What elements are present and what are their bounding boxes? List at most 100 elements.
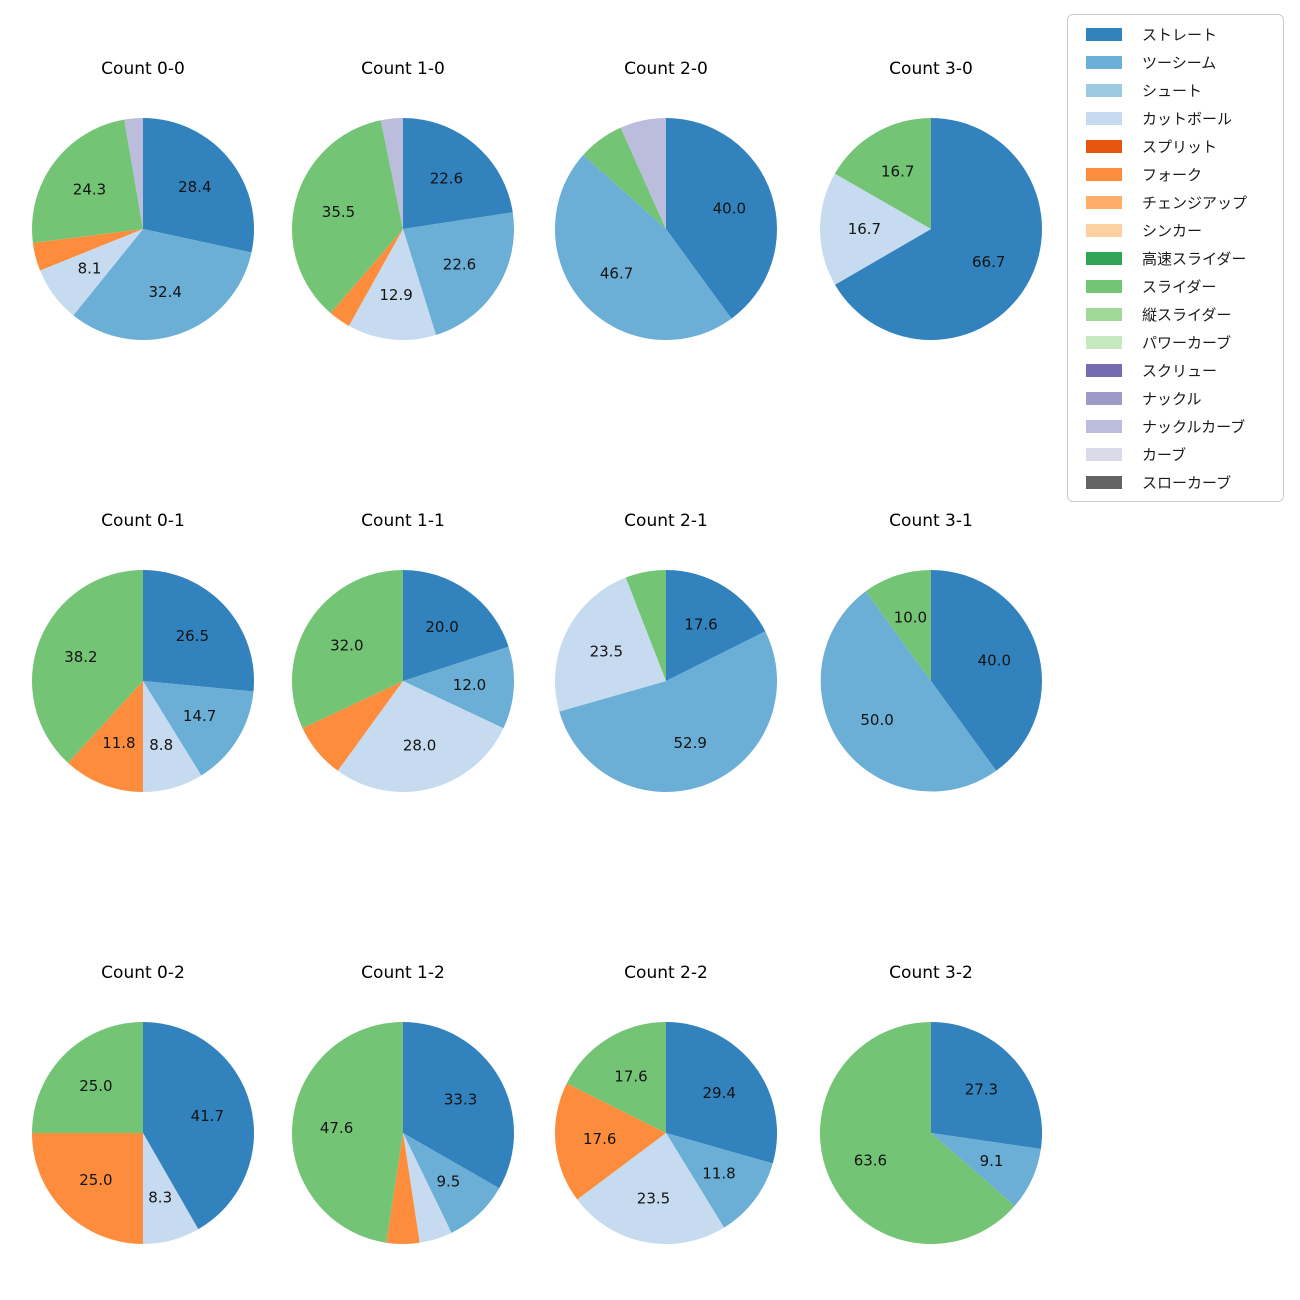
legend-swatch-ツーシーム — [1086, 55, 1122, 69]
pie-chart-count-2-1: 17.6 52.9 23.5 — [554, 570, 777, 792]
pie-slice-フォーク — [302, 681, 403, 771]
pie-slice-スライダー — [566, 1022, 666, 1133]
legend-label: ストレート — [1142, 25, 1218, 44]
slice-pct-label: 38.2 — [64, 648, 97, 666]
chart-title: Count 2-1 — [624, 511, 708, 531]
slice-pct-label: 26.5 — [176, 627, 209, 645]
legend-swatch-スローカーブ — [1086, 475, 1122, 489]
legend-label: チェンジアップ — [1142, 193, 1248, 212]
pie-slice-ストレート — [931, 1022, 1042, 1149]
pie-slice-スライダー — [583, 127, 666, 229]
slice-pct-label: 12.9 — [379, 286, 412, 304]
pie-slice-ツーシーム — [403, 1133, 500, 1233]
chart-cell-count-1-0: Count 1-0 22.6 22.6 12.9 35.5 — [273, 55, 533, 359]
pie-slice-ツーシーム — [403, 646, 515, 729]
legend-item: 高速スライダー — [1068, 244, 1283, 272]
pie-slice-ツーシーム — [143, 681, 254, 776]
pie-chart-count-3-1: 40.0 50.0 10.0 — [820, 570, 1042, 792]
chart-title: Count 3-2 — [889, 963, 973, 983]
legend-item: カーブ — [1068, 440, 1283, 468]
slice-pct-label: 25.0 — [79, 1077, 112, 1095]
chart-title: Count 3-1 — [889, 511, 973, 531]
pie-chart-count-2-0: 40.0 46.7 — [554, 118, 778, 341]
slice-pct-label: 23.5 — [590, 642, 623, 660]
pie-slice-ツーシーム — [403, 212, 515, 335]
legend-label: 縦スライダー — [1142, 305, 1232, 324]
pie-slice-カットボール — [143, 681, 202, 792]
slice-pct-label: 17.6 — [583, 1130, 616, 1148]
pie-slice-ツーシーム — [666, 1133, 773, 1228]
pie-slice-ストレート — [834, 118, 1043, 340]
legend-label: カーブ — [1142, 445, 1187, 464]
chart-title: Count 0-2 — [101, 963, 185, 983]
legend-item: シュート — [1068, 76, 1283, 104]
pie-slice-ストレート — [143, 1022, 254, 1230]
legend-swatch-フォーク — [1086, 167, 1122, 181]
legend-item: スライダー — [1068, 272, 1283, 300]
pie-chart-count-1-2: 33.3 9.5 47.6 — [291, 1022, 514, 1245]
slice-pct-label: 29.4 — [702, 1084, 735, 1102]
slice-pct-label: 11.8 — [702, 1164, 735, 1182]
slice-pct-label: 8.1 — [78, 260, 102, 278]
legend-item: スクリュー — [1068, 356, 1283, 384]
pie-slice-カットボール — [337, 681, 504, 792]
slice-pct-label: 9.1 — [980, 1152, 1004, 1170]
chart-title: Count 1-0 — [361, 59, 445, 79]
slice-pct-label: 40.0 — [978, 651, 1011, 669]
slice-pct-label: 32.4 — [148, 283, 181, 301]
slice-pct-label: 24.3 — [73, 180, 106, 198]
slice-pct-label: 28.0 — [403, 737, 436, 755]
pie-slice-スライダー — [819, 1022, 1015, 1244]
pie-slice-スライダー — [291, 570, 403, 729]
pie-slice-カットボール — [40, 229, 143, 316]
legend-swatch-チェンジアップ — [1086, 195, 1122, 209]
pie-slice-スライダー — [291, 1022, 403, 1243]
pie-chart-count-3-0: 66.7 16.7 16.7 — [819, 117, 1043, 340]
pie-chart-count-1-0: 22.6 22.6 12.9 35.5 — [292, 118, 515, 340]
legend-swatch-カットボール — [1086, 111, 1122, 125]
pie-chart-count-0-0: 28.4 32.4 8.1 24.3 — [32, 118, 255, 340]
legend-item: シンカー — [1068, 216, 1283, 244]
legend-swatch-高速スライダー — [1086, 251, 1122, 265]
pie-slice-フォーク — [330, 229, 403, 326]
pie-slice-ストレート — [931, 570, 1042, 771]
slice-pct-label: 25.0 — [79, 1171, 112, 1189]
slice-pct-label: 40.0 — [713, 199, 746, 217]
pie-slice-カットボール — [554, 577, 666, 712]
slice-pct-label: 52.9 — [673, 734, 706, 752]
legend-swatch-シンカー — [1086, 223, 1122, 237]
legend-label: ナックルカーブ — [1142, 417, 1246, 436]
slice-pct-label: 41.7 — [191, 1107, 224, 1125]
chart-cell-count-0-2: Count 0-2 41.7 8.3 25.0 25.0 — [13, 959, 273, 1263]
chart-cell-count-3-1: Count 3-1 40.0 50.0 10.0 — [801, 507, 1061, 811]
pie-slice-ストレート — [143, 570, 255, 692]
chart-cell-count-0-0: Count 0-0 28.4 32.4 8.1 24.3 — [13, 55, 273, 359]
pie-slice-ナックルカーブ — [124, 118, 143, 229]
slice-pct-label: 47.6 — [320, 1119, 353, 1137]
slice-pct-label: 8.3 — [148, 1188, 172, 1206]
pie-slice-スライダー — [625, 570, 666, 681]
legend-label: シンカー — [1142, 221, 1203, 240]
legend-label: シュート — [1142, 81, 1203, 100]
legend-swatch-シュート — [1086, 83, 1122, 97]
pie-slice-ストレート — [403, 118, 513, 229]
pie-slice-ストレート — [666, 570, 766, 681]
legend-swatch-ストレート — [1086, 27, 1122, 41]
pie-slice-ナックルカーブ — [380, 118, 403, 229]
slice-pct-label: 28.4 — [178, 178, 211, 196]
slice-pct-label: 8.8 — [149, 736, 173, 754]
pie-slice-ストレート — [666, 118, 778, 319]
legend-label: スライダー — [1142, 277, 1217, 296]
slice-pct-label: 33.3 — [444, 1091, 477, 1109]
pie-slice-ストレート — [403, 1022, 514, 1189]
pie-slice-ストレート — [143, 118, 255, 253]
legend-label: カットボール — [1142, 109, 1233, 128]
slice-pct-label: 66.7 — [972, 253, 1005, 271]
pie-slice-カットボール — [403, 1133, 452, 1243]
legend-item: スローカーブ — [1068, 468, 1283, 496]
pie-slice-スライダー — [865, 570, 931, 681]
slice-pct-label: 50.0 — [860, 711, 893, 729]
pie-slice-スライダー — [32, 570, 143, 763]
legend-label: スローカーブ — [1142, 473, 1232, 492]
legend-label: パワーカーブ — [1142, 333, 1232, 352]
